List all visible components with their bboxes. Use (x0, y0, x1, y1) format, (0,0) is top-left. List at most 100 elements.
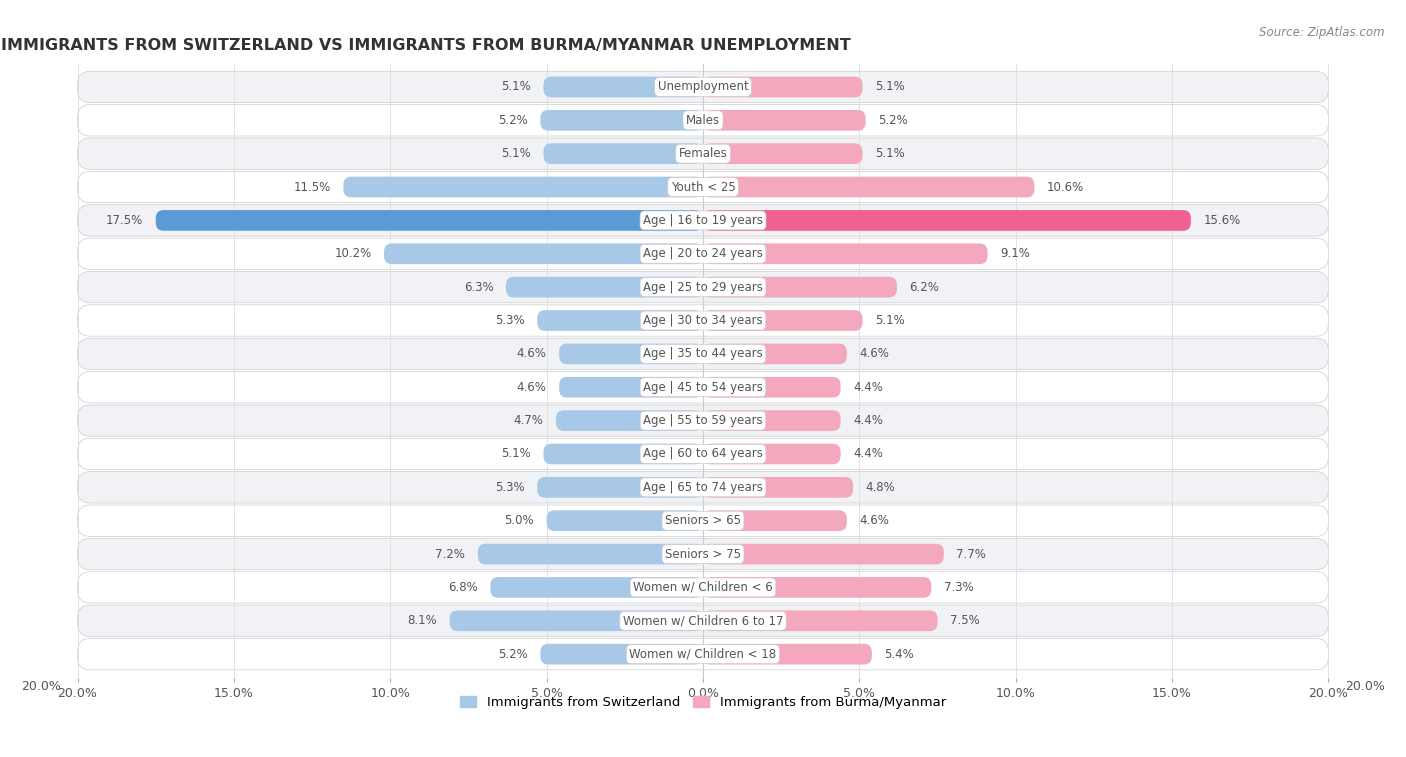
FancyBboxPatch shape (77, 505, 1329, 537)
Text: Unemployment: Unemployment (658, 80, 748, 93)
Text: 5.2%: 5.2% (879, 114, 908, 127)
Text: Age | 60 to 64 years: Age | 60 to 64 years (643, 447, 763, 460)
FancyBboxPatch shape (478, 544, 703, 565)
FancyBboxPatch shape (703, 344, 846, 364)
Text: 5.4%: 5.4% (884, 648, 914, 661)
FancyBboxPatch shape (560, 377, 703, 397)
FancyBboxPatch shape (384, 244, 703, 264)
FancyBboxPatch shape (703, 577, 931, 598)
FancyBboxPatch shape (77, 372, 1329, 403)
Text: 9.1%: 9.1% (1000, 248, 1031, 260)
Text: 5.1%: 5.1% (875, 314, 904, 327)
FancyBboxPatch shape (537, 477, 703, 497)
FancyBboxPatch shape (703, 444, 841, 464)
FancyBboxPatch shape (77, 305, 1329, 336)
FancyBboxPatch shape (77, 171, 1329, 203)
FancyBboxPatch shape (77, 238, 1329, 269)
Text: Women w/ Children 6 to 17: Women w/ Children 6 to 17 (623, 614, 783, 628)
FancyBboxPatch shape (77, 405, 1329, 436)
Text: 5.2%: 5.2% (498, 114, 527, 127)
FancyBboxPatch shape (540, 110, 703, 131)
FancyBboxPatch shape (703, 377, 841, 397)
Text: 6.8%: 6.8% (449, 581, 478, 594)
FancyBboxPatch shape (537, 310, 703, 331)
FancyBboxPatch shape (544, 143, 703, 164)
FancyBboxPatch shape (77, 638, 1329, 670)
Text: 5.3%: 5.3% (495, 481, 524, 494)
FancyBboxPatch shape (703, 143, 862, 164)
Text: Age | 20 to 24 years: Age | 20 to 24 years (643, 248, 763, 260)
Text: Age | 25 to 29 years: Age | 25 to 29 years (643, 281, 763, 294)
Text: 4.8%: 4.8% (866, 481, 896, 494)
Text: 20.0%: 20.0% (1346, 680, 1385, 693)
FancyBboxPatch shape (77, 538, 1329, 570)
FancyBboxPatch shape (506, 277, 703, 298)
Text: 20.0%: 20.0% (21, 680, 60, 693)
FancyBboxPatch shape (343, 176, 703, 198)
FancyBboxPatch shape (703, 176, 1035, 198)
FancyBboxPatch shape (703, 110, 866, 131)
Text: 4.6%: 4.6% (517, 347, 547, 360)
FancyBboxPatch shape (703, 410, 841, 431)
Text: Seniors > 75: Seniors > 75 (665, 547, 741, 561)
FancyBboxPatch shape (555, 410, 703, 431)
FancyBboxPatch shape (703, 76, 862, 98)
FancyBboxPatch shape (544, 444, 703, 464)
Text: 6.3%: 6.3% (464, 281, 494, 294)
Text: IMMIGRANTS FROM SWITZERLAND VS IMMIGRANTS FROM BURMA/MYANMAR UNEMPLOYMENT: IMMIGRANTS FROM SWITZERLAND VS IMMIGRANT… (1, 38, 851, 53)
FancyBboxPatch shape (547, 510, 703, 531)
FancyBboxPatch shape (703, 510, 846, 531)
Text: 5.3%: 5.3% (495, 314, 524, 327)
Legend: Immigrants from Switzerland, Immigrants from Burma/Myanmar: Immigrants from Switzerland, Immigrants … (456, 690, 950, 714)
FancyBboxPatch shape (703, 210, 1191, 231)
FancyBboxPatch shape (540, 643, 703, 665)
Text: Males: Males (686, 114, 720, 127)
Text: 5.1%: 5.1% (502, 80, 531, 93)
FancyBboxPatch shape (491, 577, 703, 598)
Text: 8.1%: 8.1% (408, 614, 437, 628)
Text: Females: Females (679, 147, 727, 160)
FancyBboxPatch shape (703, 610, 938, 631)
Text: 15.6%: 15.6% (1204, 214, 1240, 227)
Text: 4.6%: 4.6% (517, 381, 547, 394)
FancyBboxPatch shape (77, 472, 1329, 503)
Text: 5.1%: 5.1% (502, 447, 531, 460)
Text: Age | 65 to 74 years: Age | 65 to 74 years (643, 481, 763, 494)
Text: 4.6%: 4.6% (859, 347, 889, 360)
Text: 5.0%: 5.0% (505, 514, 534, 527)
FancyBboxPatch shape (703, 277, 897, 298)
Text: 7.5%: 7.5% (950, 614, 980, 628)
FancyBboxPatch shape (703, 477, 853, 497)
FancyBboxPatch shape (77, 272, 1329, 303)
Text: 4.6%: 4.6% (859, 514, 889, 527)
Text: 4.4%: 4.4% (853, 414, 883, 427)
Text: Age | 55 to 59 years: Age | 55 to 59 years (643, 414, 763, 427)
Text: Age | 35 to 44 years: Age | 35 to 44 years (643, 347, 763, 360)
FancyBboxPatch shape (77, 204, 1329, 236)
Text: 10.6%: 10.6% (1047, 181, 1084, 194)
Text: 6.2%: 6.2% (910, 281, 939, 294)
FancyBboxPatch shape (77, 71, 1329, 103)
FancyBboxPatch shape (450, 610, 703, 631)
Text: 4.4%: 4.4% (853, 381, 883, 394)
Text: 11.5%: 11.5% (294, 181, 330, 194)
Text: Women w/ Children < 18: Women w/ Children < 18 (630, 648, 776, 661)
Text: 4.4%: 4.4% (853, 447, 883, 460)
Text: 7.3%: 7.3% (943, 581, 973, 594)
Text: 10.2%: 10.2% (335, 248, 371, 260)
Text: 17.5%: 17.5% (105, 214, 143, 227)
Text: Age | 45 to 54 years: Age | 45 to 54 years (643, 381, 763, 394)
FancyBboxPatch shape (77, 438, 1329, 469)
FancyBboxPatch shape (77, 138, 1329, 170)
Text: Age | 30 to 34 years: Age | 30 to 34 years (643, 314, 763, 327)
FancyBboxPatch shape (77, 104, 1329, 136)
Text: 7.2%: 7.2% (436, 547, 465, 561)
Text: Seniors > 65: Seniors > 65 (665, 514, 741, 527)
Text: 5.1%: 5.1% (875, 80, 904, 93)
Text: Women w/ Children < 6: Women w/ Children < 6 (633, 581, 773, 594)
FancyBboxPatch shape (77, 572, 1329, 603)
Text: 5.1%: 5.1% (502, 147, 531, 160)
FancyBboxPatch shape (703, 544, 943, 565)
FancyBboxPatch shape (77, 338, 1329, 369)
FancyBboxPatch shape (156, 210, 703, 231)
